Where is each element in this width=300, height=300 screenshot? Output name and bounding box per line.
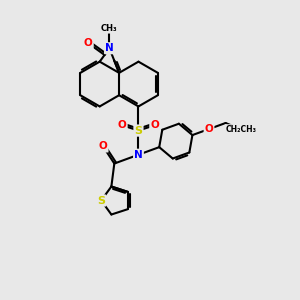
Text: O: O [84, 38, 93, 48]
Text: O: O [118, 120, 127, 130]
Text: N: N [105, 43, 114, 53]
Text: O: O [99, 142, 107, 152]
Text: CH₂CH₃: CH₂CH₃ [225, 125, 256, 134]
Text: N: N [134, 150, 143, 160]
Text: CH₃: CH₃ [101, 24, 118, 33]
Text: O: O [150, 120, 159, 130]
Text: S: S [134, 126, 142, 136]
Text: O: O [205, 124, 213, 134]
Text: S: S [97, 196, 105, 206]
